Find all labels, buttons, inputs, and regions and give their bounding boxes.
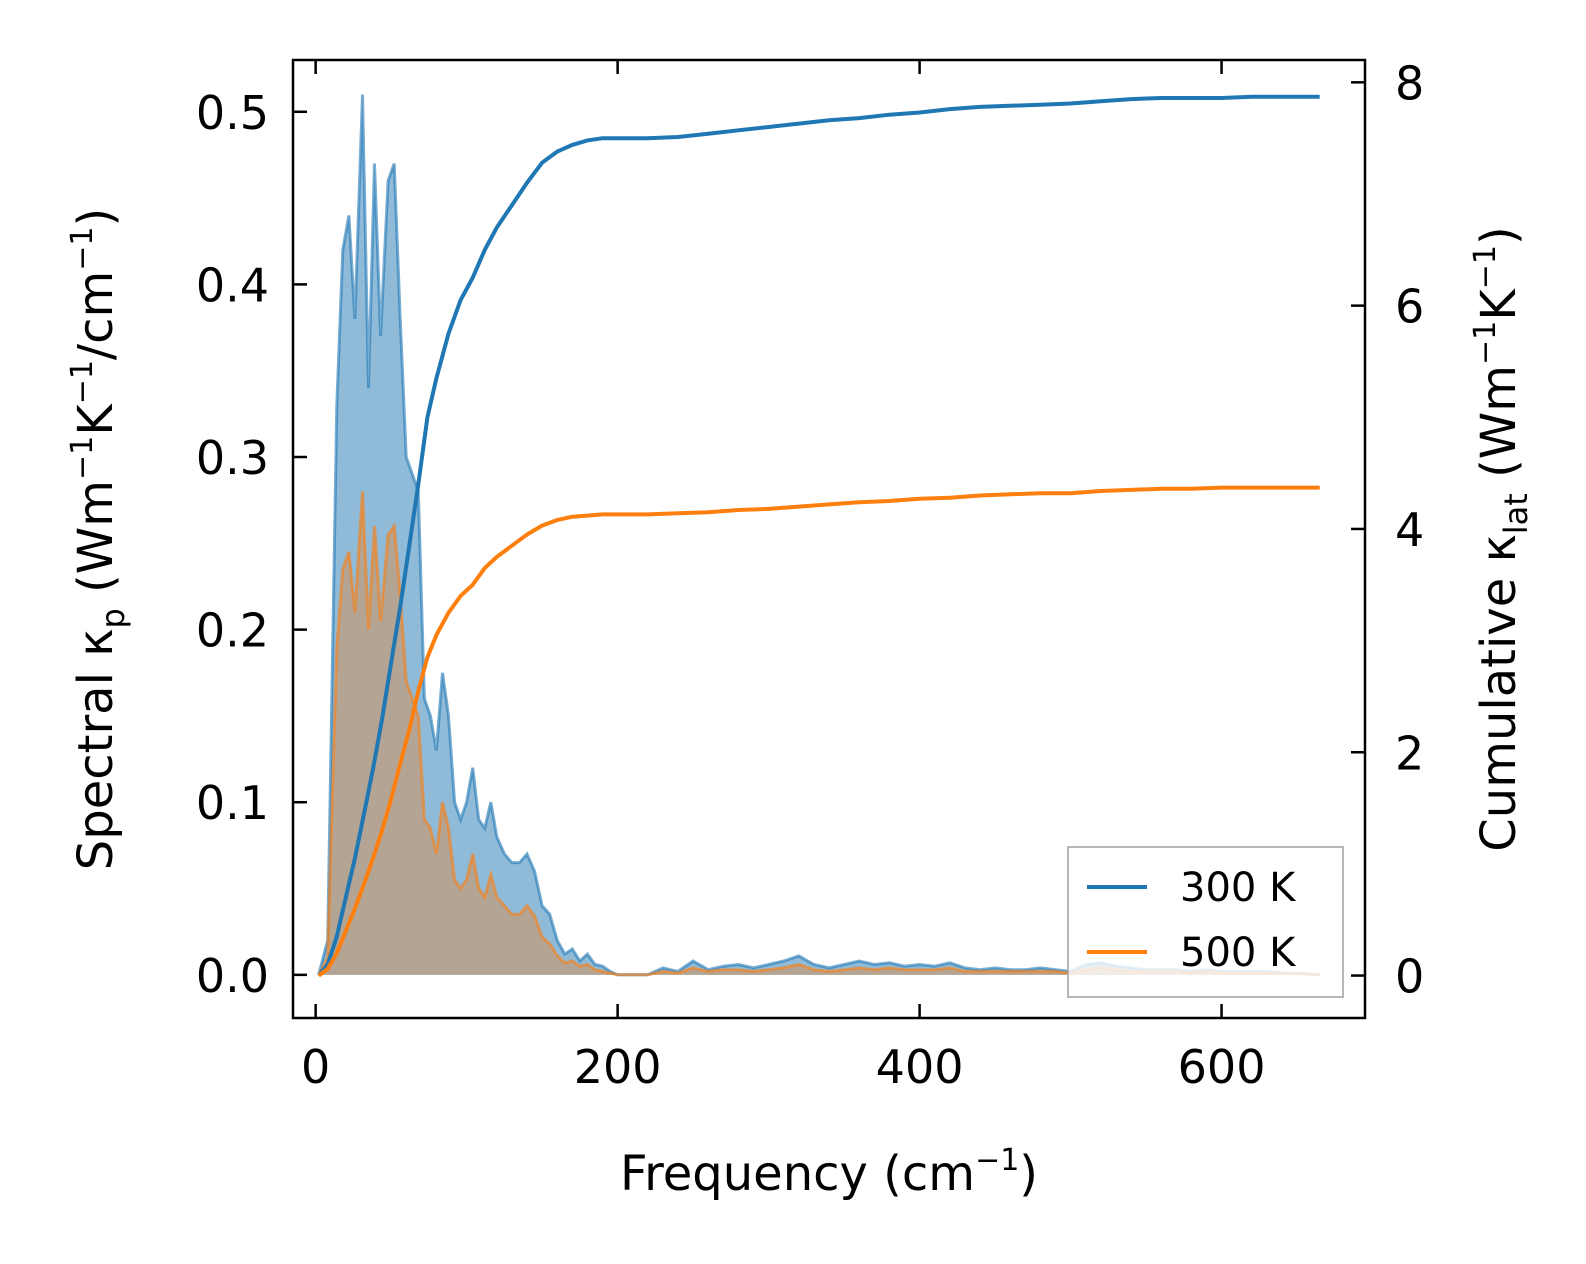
tick-labels: 0 200 400 600 0.0 0.1 0.2 0.3 0.4 0.5 0 2 4 6 8 — [196, 56, 1424, 1094]
y-left-tick-label: 0.0 — [196, 949, 269, 1003]
axis-ticks — [293, 60, 1365, 1018]
y-left-tick-label: 0.1 — [196, 776, 269, 830]
spectral-area-500k — [318, 491, 1320, 975]
y-axis-right-title: Cumulative κlat (Wm−1K−1) — [1468, 226, 1535, 851]
x-tick-label: 0 — [301, 1040, 330, 1094]
y-right-tick-label: 8 — [1395, 56, 1424, 110]
legend-label-500k: 500 K — [1180, 930, 1297, 976]
legend: 300 K 500 K — [1067, 846, 1344, 998]
y-left-tick-label: 0.4 — [196, 258, 269, 312]
x-tick-label: 400 — [876, 1040, 964, 1094]
cumulative-line-300k — [317, 94, 1320, 977]
x-tick-label: 200 — [574, 1040, 662, 1094]
x-tick-label: 600 — [1178, 1040, 1266, 1094]
y-right-tick-label: 2 — [1395, 726, 1424, 780]
y-left-tick-label: 0.5 — [196, 86, 269, 140]
spectral-area-300k — [318, 94, 1320, 975]
legend-box — [1067, 846, 1344, 998]
y-left-tick-label: 0.3 — [196, 431, 269, 485]
x-axis-title: Frequency (cm−1) — [620, 1143, 1038, 1202]
legend-label-300k: 300 K — [1180, 865, 1297, 911]
y-right-tick-label: 0 — [1395, 950, 1424, 1004]
y-right-tick-label: 4 — [1395, 503, 1424, 557]
y-left-tick-label: 0.2 — [196, 604, 269, 658]
cumulative-line-500k — [317, 485, 1320, 978]
series-lines — [317, 94, 1320, 978]
plot-frame — [291, 58, 1367, 1020]
y-right-tick-label: 6 — [1395, 280, 1424, 334]
spectral-fills — [317, 94, 1320, 977]
y-axis-left-title: Spectral κp (Wm−1K−1/cm−1) — [65, 208, 132, 870]
